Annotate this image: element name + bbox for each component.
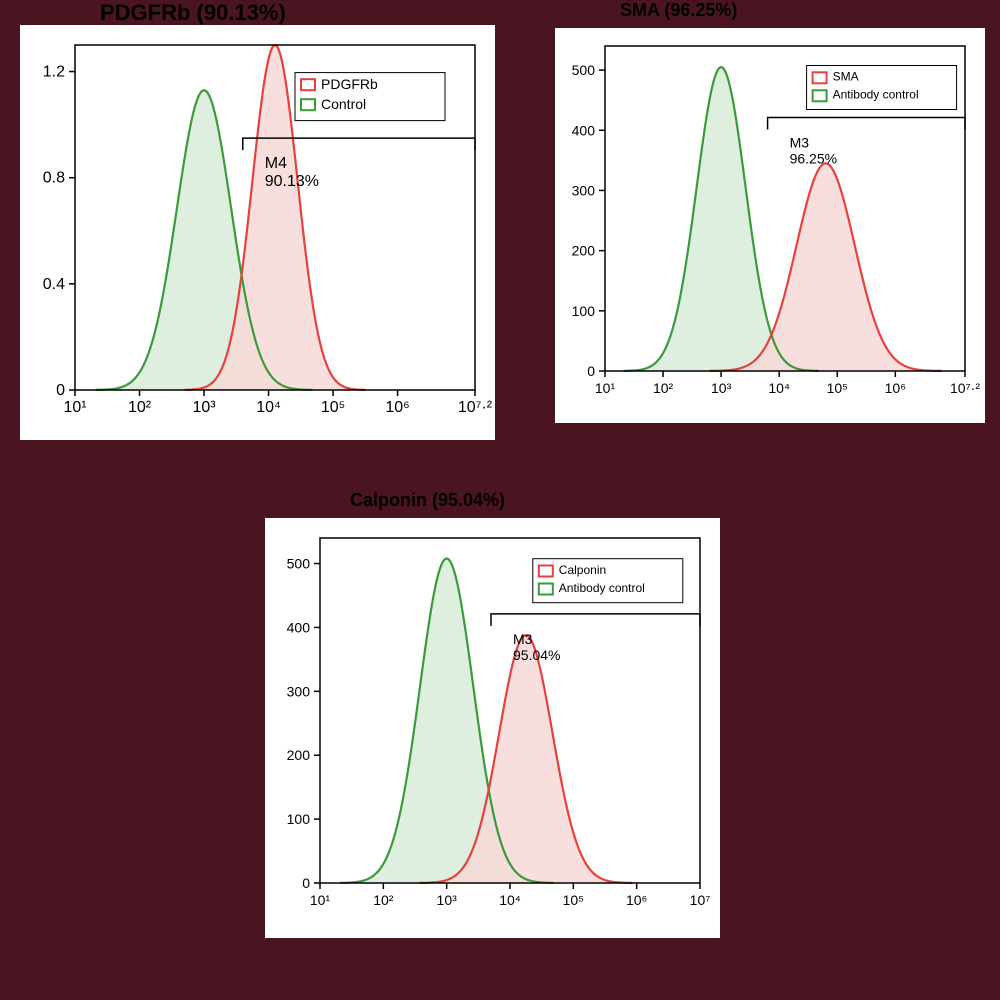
y-tick-label: 0.8 [43,170,65,187]
x-tick-label: 10⁶ [626,892,647,908]
sma-chart: 0 100 200 300 400 500 10¹ 10² 10³ 10⁴ 10⁵ 10⁶ 10⁷·² M… [555,28,985,423]
legend-label: SMA [833,70,859,84]
y-tick-label: 300 [572,182,596,198]
y-tick-label: 500 [572,62,596,78]
sma-panel: 0 100 200 300 400 500 10¹ 10² 10³ 10⁴ 10⁵ 10⁶ 10⁷·² M… [555,28,985,423]
calponin-panel: 0 100 200 300 400 500 10¹ 10² 10³ 10⁴ 10⁵ 10⁶ 10⁷ M39… [265,518,720,938]
calponin-chart: 0 100 200 300 400 500 10¹ 10² 10³ 10⁴ 10⁵ 10⁶ 10⁷ M39… [265,518,720,938]
gate-percent: 95.04% [513,647,560,663]
pdgfrb-chart: 0 0.4 0.8 1.2 10¹ 10² 10³ 10⁴ 10⁵ 10⁶ 10⁷·² M490.13… [20,25,495,440]
gate-marker [768,118,965,130]
y-tick-label: 400 [572,122,596,138]
x-tick-label: 10⁴ [499,892,521,908]
y-tick-label: 0.4 [43,276,65,293]
gate-percent: 90.13% [265,173,319,190]
y-tick-label: 1.2 [43,64,65,81]
x-tick-label: 10⁶ [385,399,409,416]
y-tick-label: 300 [287,683,311,699]
gate-label: M4 [265,155,287,172]
y-tick-label: 100 [572,303,596,319]
gate-percent: 96.25% [790,151,837,167]
legend-label: Calponin [559,563,606,577]
y-tick-label: 200 [572,243,596,259]
x-tick-label: 10⁵ [563,892,584,908]
x-tick-label: 10⁵ [827,380,848,396]
x-tick-label: 10⁷·² [458,399,493,416]
x-tick-label: 10⁷·² [950,380,980,396]
x-tick-label: 10⁶ [885,380,906,396]
gate-label: M3 [513,631,533,647]
x-tick-label: 10¹ [63,399,86,416]
x-tick-label: 10⁴ [256,399,281,416]
y-tick-label: 500 [287,556,311,572]
x-tick-label: 10³ [192,399,216,416]
legend-label: PDGFRb [321,76,378,92]
y-tick-label: 400 [287,619,311,635]
x-tick-label: 10⁵ [321,399,345,416]
calponin-title: Calponin (95.04%) [350,490,505,511]
sma-title: SMA (96.25%) [620,0,737,21]
x-tick-label: 10⁴ [768,380,790,396]
y-tick-label: 0 [302,875,310,891]
x-tick-label: 10² [128,399,152,416]
y-tick-label: 0 [56,382,65,399]
gate-label: M3 [790,135,810,151]
legend-label: Antibody control [833,88,919,102]
x-tick-label: 10² [653,380,674,396]
x-tick-label: 10³ [711,380,732,396]
x-tick-label: 10¹ [595,380,616,396]
gate-marker [491,614,700,626]
y-tick-label: 200 [287,747,311,763]
x-tick-label: 10⁷ [690,892,711,908]
pdgfrb-title: PDGFRb (90.13%) [100,0,286,26]
legend-label: Antibody control [559,581,645,595]
y-tick-label: 0 [587,363,595,379]
x-tick-label: 10² [373,892,394,908]
legend-label: Control [321,96,366,112]
pdgfrb-panel: 0 0.4 0.8 1.2 10¹ 10² 10³ 10⁴ 10⁵ 10⁶ 10⁷·² M490.13… [20,25,495,440]
x-tick-label: 10¹ [310,892,331,908]
x-tick-label: 10³ [437,892,458,908]
y-tick-label: 100 [287,811,311,827]
